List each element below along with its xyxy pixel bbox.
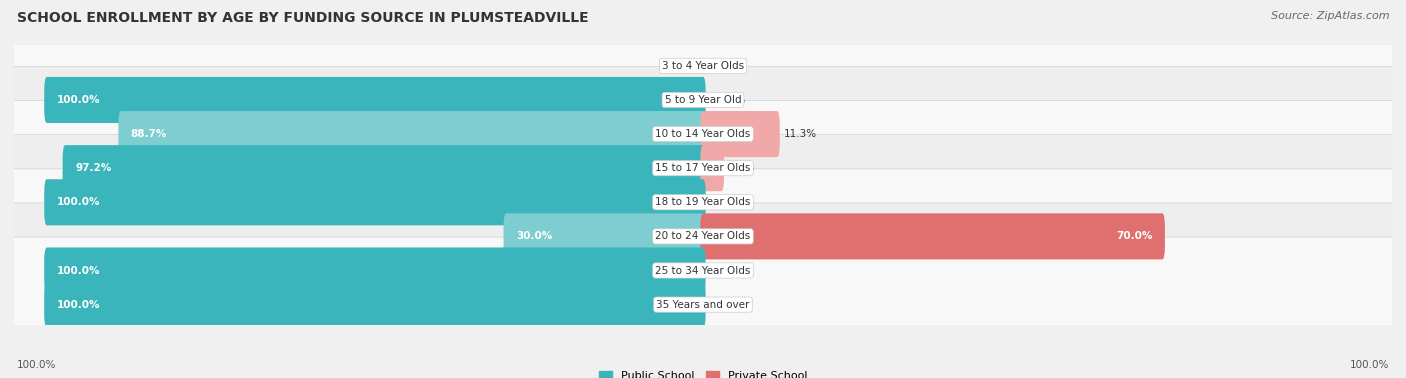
FancyBboxPatch shape: [4, 101, 1402, 236]
Text: 0.0%: 0.0%: [720, 300, 745, 310]
FancyBboxPatch shape: [700, 145, 724, 191]
FancyBboxPatch shape: [4, 33, 1402, 167]
FancyBboxPatch shape: [4, 237, 1402, 372]
FancyBboxPatch shape: [44, 77, 706, 123]
Text: 100.0%: 100.0%: [17, 361, 56, 370]
Text: 5 to 9 Year Old: 5 to 9 Year Old: [665, 95, 741, 105]
Text: 0.0%: 0.0%: [720, 265, 745, 276]
FancyBboxPatch shape: [44, 282, 706, 328]
FancyBboxPatch shape: [700, 111, 780, 157]
Text: 97.2%: 97.2%: [75, 163, 111, 173]
FancyBboxPatch shape: [4, 169, 1402, 304]
FancyBboxPatch shape: [4, 203, 1402, 338]
Legend: Public School, Private School: Public School, Private School: [599, 370, 807, 378]
Text: 100.0%: 100.0%: [56, 300, 100, 310]
Text: 0.0%: 0.0%: [720, 61, 745, 71]
FancyBboxPatch shape: [700, 213, 1166, 259]
Text: Source: ZipAtlas.com: Source: ZipAtlas.com: [1271, 11, 1389, 21]
FancyBboxPatch shape: [503, 213, 706, 259]
Text: 0.0%: 0.0%: [720, 197, 745, 207]
Text: 11.3%: 11.3%: [783, 129, 817, 139]
Text: 30.0%: 30.0%: [516, 231, 553, 242]
FancyBboxPatch shape: [44, 179, 706, 225]
Text: 20 to 24 Year Olds: 20 to 24 Year Olds: [655, 231, 751, 242]
FancyBboxPatch shape: [44, 248, 706, 294]
Text: 100.0%: 100.0%: [56, 265, 100, 276]
Text: 25 to 34 Year Olds: 25 to 34 Year Olds: [655, 265, 751, 276]
FancyBboxPatch shape: [118, 111, 706, 157]
Text: 88.7%: 88.7%: [131, 129, 167, 139]
Text: 0.0%: 0.0%: [661, 61, 686, 71]
Text: 0.0%: 0.0%: [720, 95, 745, 105]
Text: SCHOOL ENROLLMENT BY AGE BY FUNDING SOURCE IN PLUMSTEADVILLE: SCHOOL ENROLLMENT BY AGE BY FUNDING SOUR…: [17, 11, 589, 25]
Text: 18 to 19 Year Olds: 18 to 19 Year Olds: [655, 197, 751, 207]
FancyBboxPatch shape: [63, 145, 706, 191]
Text: 2.8%: 2.8%: [728, 163, 755, 173]
Text: 15 to 17 Year Olds: 15 to 17 Year Olds: [655, 163, 751, 173]
Text: 3 to 4 Year Olds: 3 to 4 Year Olds: [662, 61, 744, 71]
FancyBboxPatch shape: [4, 0, 1402, 133]
Text: 100.0%: 100.0%: [1350, 361, 1389, 370]
Text: 100.0%: 100.0%: [56, 95, 100, 105]
Text: 70.0%: 70.0%: [1116, 231, 1153, 242]
FancyBboxPatch shape: [4, 67, 1402, 201]
FancyBboxPatch shape: [4, 135, 1402, 270]
Text: 10 to 14 Year Olds: 10 to 14 Year Olds: [655, 129, 751, 139]
Text: 100.0%: 100.0%: [56, 197, 100, 207]
Text: 35 Years and over: 35 Years and over: [657, 300, 749, 310]
